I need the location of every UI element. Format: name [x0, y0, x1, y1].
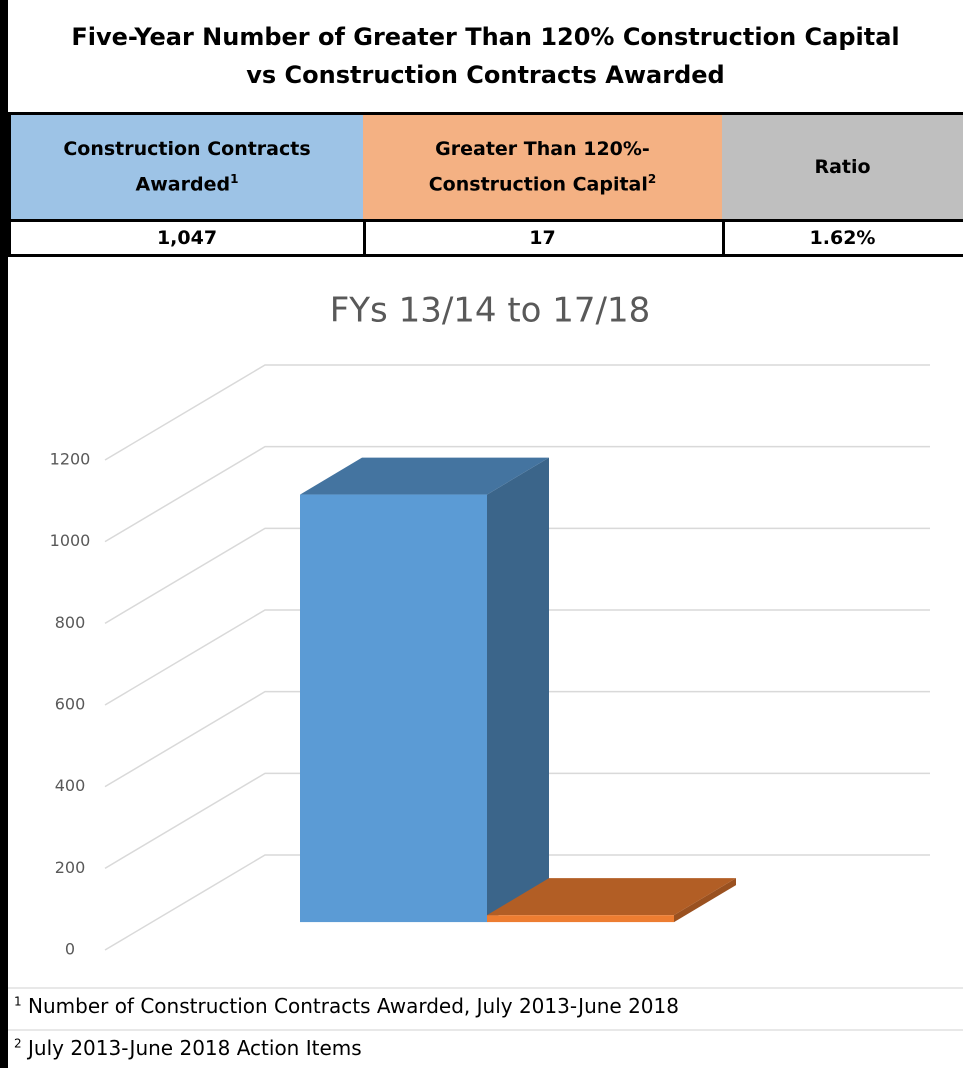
chart-title: FYs 13/14 to 17/18: [330, 291, 651, 331]
footnote-text: July 2013-June 2018 Action Items: [28, 1036, 362, 1060]
bar-side: [487, 457, 549, 923]
y-tick-label: 0: [65, 940, 75, 959]
y-tick-label: 1200: [50, 450, 91, 469]
footnote-text: Number of Construction Contracts Awarded…: [28, 994, 679, 1018]
header-text: Construction Contracts Awarded: [63, 138, 311, 196]
grid-line: [104, 854, 930, 951]
y-tick-label: 600: [55, 695, 86, 714]
grid-line: [104, 527, 930, 624]
header-text: Ratio: [814, 156, 871, 178]
footnote: 1 Number of Construction Contracts Award…: [8, 994, 963, 1018]
value-cell: 17: [363, 219, 725, 257]
bar-top: [300, 457, 549, 495]
grid-line: [104, 364, 930, 461]
bar: [487, 915, 674, 923]
left-border: [0, 0, 8, 1068]
title-text: Five-Year Number of Greater Than 120% Co…: [71, 23, 900, 89]
header-cell: Ratio: [722, 112, 963, 222]
value-cell: 1.62%: [722, 219, 963, 257]
footnote: 2 July 2013-June 2018 Action Items: [8, 1036, 963, 1060]
note-mark: 1: [14, 994, 22, 1009]
cell-text: 17: [529, 227, 556, 249]
bar-top: [487, 878, 736, 916]
grid-line: [104, 772, 930, 869]
header-cell: Greater Than 120%- Construction Capital2: [363, 112, 725, 222]
y-tick-label: 200: [55, 858, 86, 877]
header-text: Greater Than 120%- Construction Capital: [428, 138, 650, 196]
y-tick-label: 800: [55, 613, 86, 632]
grid-line: [104, 445, 930, 543]
grid-line: [104, 690, 930, 788]
note-mark: 2: [14, 1036, 22, 1051]
bar: [300, 494, 487, 923]
grid-line: [104, 609, 930, 706]
note-mark: 2: [647, 172, 657, 187]
cell-text: 1.62%: [809, 227, 876, 249]
value-cell: 1,047: [8, 219, 366, 257]
header-cell: Construction Contracts Awarded1: [8, 112, 366, 222]
cell-text: 1,047: [156, 227, 218, 249]
y-tick-label: 1000: [50, 531, 91, 550]
bar-side: [674, 878, 736, 923]
title: Five-Year Number of Greater Than 120% Co…: [8, 0, 963, 112]
y-tick-label: 400: [55, 776, 86, 795]
note-mark: 1: [230, 172, 239, 187]
